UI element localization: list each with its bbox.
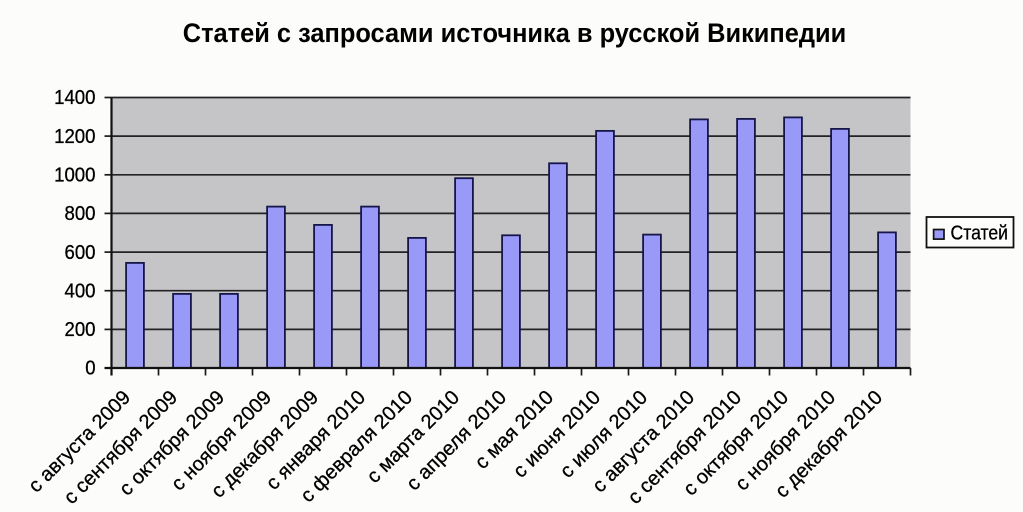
svg-text:600: 600: [65, 242, 96, 264]
svg-text:400: 400: [65, 280, 96, 302]
svg-text:1000: 1000: [54, 165, 95, 187]
svg-text:Статей: Статей: [951, 223, 1009, 245]
svg-text:200: 200: [65, 319, 96, 341]
svg-text:1400: 1400: [54, 87, 95, 109]
svg-text:1200: 1200: [54, 126, 95, 148]
svg-text:Статей с запросами источника в: Статей с запросами источника в русской В…: [183, 18, 847, 48]
svg-text:0: 0: [85, 358, 95, 380]
svg-text:800: 800: [65, 203, 96, 225]
